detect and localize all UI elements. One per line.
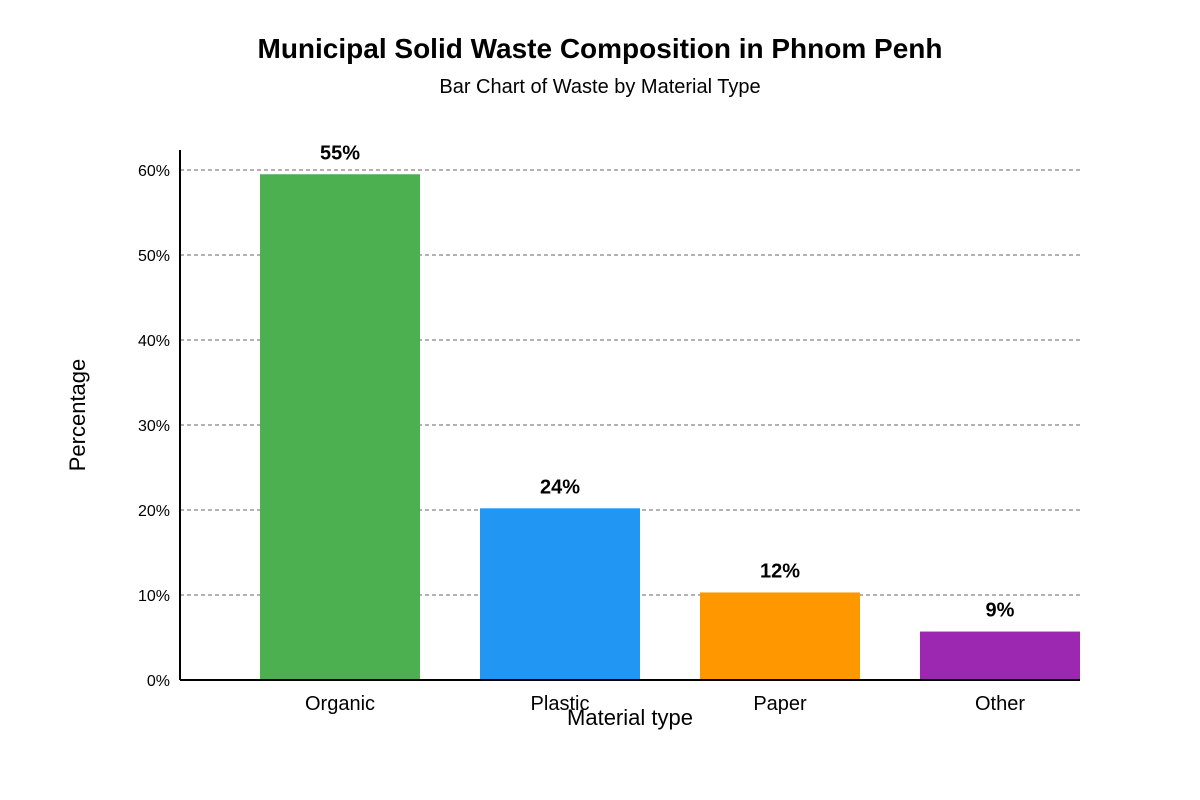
x-tick-label: Other	[975, 693, 1025, 715]
bar-other[interactable]	[920, 631, 1080, 680]
y-tick-label: 10%	[138, 588, 170, 605]
y-tick-label: 50%	[138, 248, 170, 265]
bar-plastic[interactable]	[480, 508, 640, 680]
data-label: 9%	[986, 600, 1015, 622]
y-tick-labels: 0% 10% 20% 30% 40% 50% 60%	[138, 163, 170, 690]
y-axis-label: Percentage	[65, 359, 90, 472]
data-labels: 55% 24% 12% 9%	[320, 142, 1015, 621]
y-tick-label: 60%	[138, 163, 170, 180]
y-tick-label: 40%	[138, 333, 170, 350]
y-tick-label: 30%	[138, 418, 170, 435]
x-tick-label: Paper	[753, 693, 807, 715]
x-tick-label: Plastic	[531, 693, 590, 715]
x-tick-labels: Organic Plastic Paper Other	[305, 693, 1025, 715]
x-axis-label: Material type	[567, 705, 693, 730]
chart-title: Municipal Solid Waste Composition in Phn…	[257, 33, 943, 64]
chart-subtitle: Bar Chart of Waste by Material Type	[439, 76, 761, 98]
bar-paper[interactable]	[700, 592, 860, 680]
y-tick-label: 20%	[138, 503, 170, 520]
data-label: 24%	[540, 476, 580, 498]
data-label: 55%	[320, 142, 360, 164]
bar-organic[interactable]	[260, 174, 420, 680]
data-label: 12%	[760, 560, 800, 582]
y-tick-label: 0%	[147, 673, 170, 690]
axes	[179, 150, 1080, 681]
x-tick-label: Organic	[305, 693, 375, 715]
bars	[260, 174, 1080, 680]
